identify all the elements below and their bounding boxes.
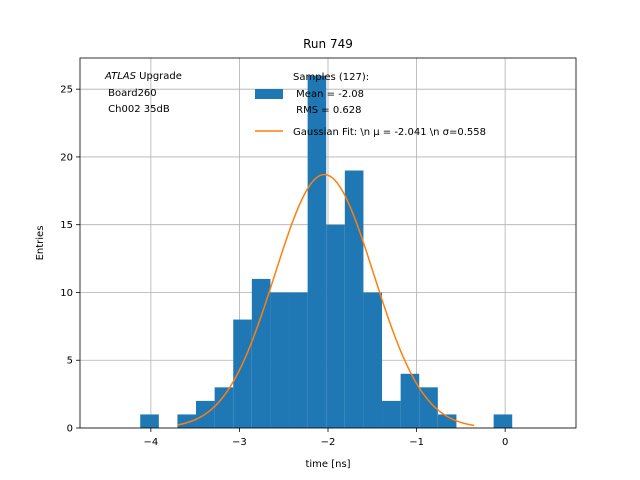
- histogram-bar: [363, 292, 383, 428]
- histogram-bar: [419, 387, 438, 428]
- y-tick-label: 5: [67, 356, 73, 367]
- y-axis-label: Entries: [35, 226, 46, 261]
- histogram-bar: [493, 414, 513, 428]
- histogram-bar: [270, 292, 290, 428]
- y-tick-label: 15: [60, 220, 73, 231]
- y-tick-label: 20: [60, 152, 73, 163]
- gaussian-fit-line: [177, 173, 475, 427]
- annotation-line-2: Board260: [105, 88, 157, 99]
- legend-samples-patch: [255, 89, 283, 99]
- y-tick-label: 0: [67, 424, 73, 435]
- legend-samples-line-3: RMS = 0.628: [293, 105, 361, 116]
- histogram-bar: [400, 373, 420, 428]
- histogram-bar: [289, 292, 308, 428]
- histogram-bar: [437, 414, 457, 428]
- legend-samples-line-1: Samples (127):: [293, 72, 369, 83]
- x-tick-label: −4: [143, 437, 158, 448]
- annotation-rest: Upgrade: [136, 71, 182, 82]
- y-tick-label: 25: [60, 85, 73, 96]
- histogram-bar: [307, 75, 327, 428]
- x-axis-label: time [ns]: [305, 459, 350, 470]
- x-tick-label: −3: [232, 437, 247, 448]
- x-tick-label: −1: [409, 437, 424, 448]
- legend-fit-label: Gaussian Fit: \n μ = -2.041 \n σ=0.558: [293, 127, 486, 138]
- annotation-line-1: ATLAS Upgrade: [104, 71, 182, 82]
- histogram-bar: [344, 170, 364, 428]
- annotation-italic: ATLAS: [104, 71, 137, 82]
- y-tick-label: 10: [60, 288, 73, 299]
- histogram-bar: [251, 278, 271, 428]
- x-tick-label: −2: [321, 437, 336, 448]
- x-axis-ticks: −4 −3 −2 −1 0: [143, 428, 508, 448]
- annotation-line-3: Ch002 35dB: [105, 104, 170, 115]
- histogram-bar: [382, 400, 401, 428]
- histogram-bars: [140, 75, 513, 428]
- atlas-annotation: ATLAS Upgrade Board260 Ch002 35dB: [104, 71, 182, 115]
- histogram-bar: [233, 319, 252, 428]
- histogram-bar: [214, 387, 234, 428]
- histogram-bar: [326, 224, 345, 428]
- legend: Samples (127): Mean = -2.08 RMS = 0.628 …: [255, 72, 486, 138]
- x-tick-label: 0: [502, 437, 508, 448]
- y-axis-ticks: 0 5 10 15 20 25: [60, 85, 80, 435]
- histogram-bar: [140, 414, 159, 428]
- legend-samples-line-2: Mean = -2.08: [293, 89, 364, 100]
- chart-title: Run 749: [303, 37, 353, 51]
